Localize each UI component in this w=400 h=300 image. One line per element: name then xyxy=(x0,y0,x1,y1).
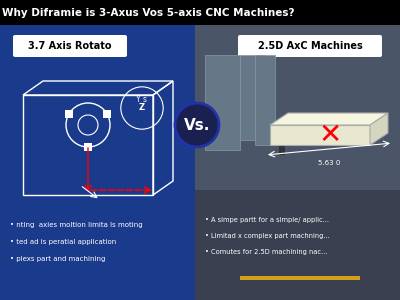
Text: • plexs part and machining: • plexs part and machining xyxy=(10,256,105,262)
FancyBboxPatch shape xyxy=(238,35,382,57)
FancyBboxPatch shape xyxy=(103,110,111,118)
FancyBboxPatch shape xyxy=(0,0,400,25)
Circle shape xyxy=(277,125,287,135)
FancyBboxPatch shape xyxy=(195,25,400,300)
FancyBboxPatch shape xyxy=(195,190,400,300)
Text: 5.63 0: 5.63 0 xyxy=(318,160,340,166)
Text: ✕: ✕ xyxy=(318,121,342,149)
FancyBboxPatch shape xyxy=(65,110,73,118)
FancyBboxPatch shape xyxy=(13,35,127,57)
FancyBboxPatch shape xyxy=(279,133,285,155)
Text: 2.5D AxC Machines: 2.5D AxC Machines xyxy=(258,41,362,51)
FancyBboxPatch shape xyxy=(84,143,92,151)
Polygon shape xyxy=(270,113,388,125)
Text: Why Diframie is 3-Axus Vos 5-axis CNC Machines?: Why Diframie is 3-Axus Vos 5-axis CNC Ma… xyxy=(2,8,294,18)
FancyBboxPatch shape xyxy=(0,25,195,300)
Text: • Limitad x complex part machning...: • Limitad x complex part machning... xyxy=(205,233,330,239)
Text: Z: Z xyxy=(139,103,145,112)
Polygon shape xyxy=(370,113,388,145)
Polygon shape xyxy=(270,125,370,145)
FancyBboxPatch shape xyxy=(205,55,240,150)
Text: • A simpe partt for a simple/ applic...: • A simpe partt for a simple/ applic... xyxy=(205,217,329,223)
FancyBboxPatch shape xyxy=(240,276,360,280)
FancyBboxPatch shape xyxy=(240,55,265,140)
Text: Y s: Y s xyxy=(136,95,148,104)
Text: 3.7 Axis Rotato: 3.7 Axis Rotato xyxy=(28,41,112,51)
Text: • Comutes for 2.5D machining nac...: • Comutes for 2.5D machining nac... xyxy=(205,249,327,255)
Circle shape xyxy=(175,103,219,147)
Text: Vs.: Vs. xyxy=(184,118,210,133)
Text: • nting  axies moltion limita ls moting: • nting axies moltion limita ls moting xyxy=(10,222,143,228)
FancyBboxPatch shape xyxy=(255,55,275,145)
Text: • ted ad is peratial application: • ted ad is peratial application xyxy=(10,239,116,245)
